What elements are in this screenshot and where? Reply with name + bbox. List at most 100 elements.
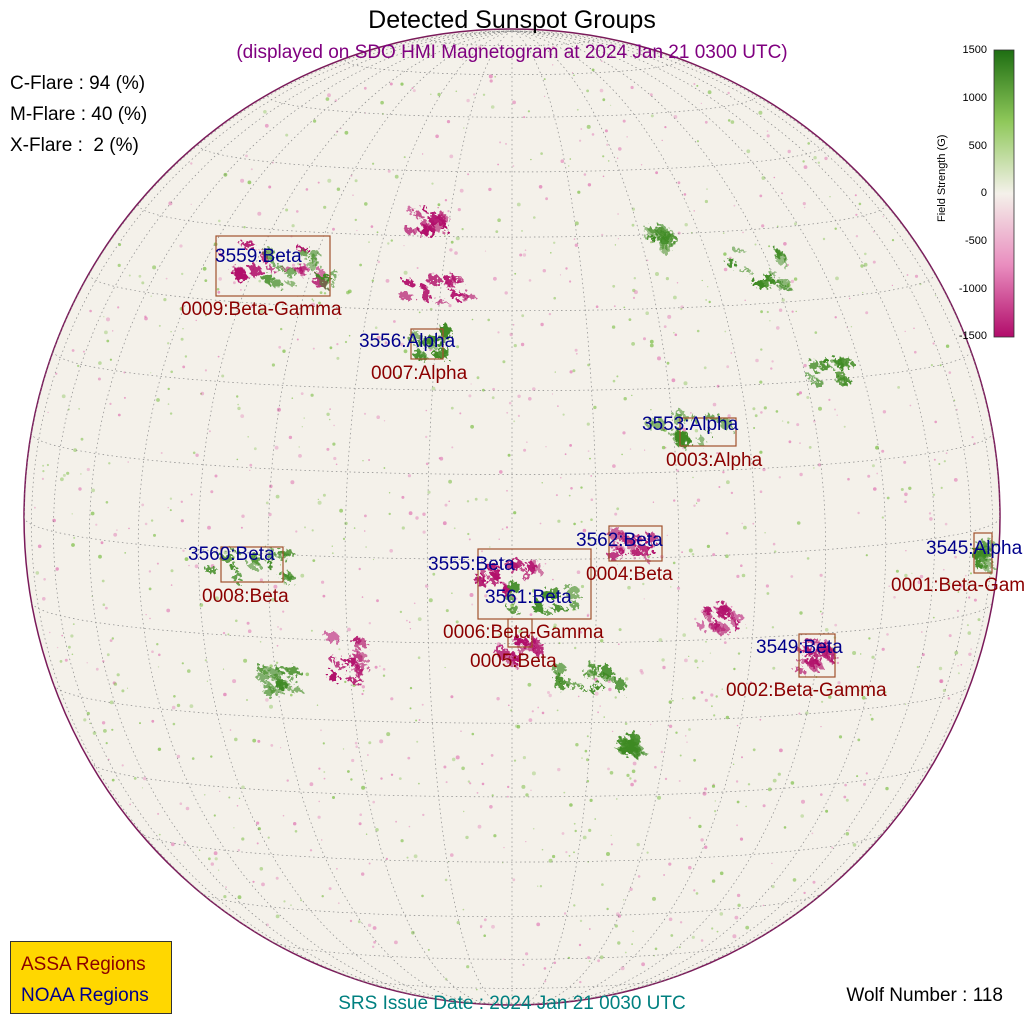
field-speckle	[290, 904, 292, 907]
field-patch	[435, 335, 448, 343]
field-speckle	[700, 939, 704, 942]
field-speckle	[704, 845, 708, 849]
field-speckle	[787, 264, 789, 266]
field-speckle	[698, 824, 702, 829]
field-patch	[229, 564, 237, 570]
field-speckle	[367, 923, 372, 927]
field-speckle	[617, 238, 620, 240]
field-patch	[501, 583, 509, 597]
field-speckle	[480, 926, 482, 929]
field-speckle	[444, 666, 446, 669]
field-speckle	[752, 407, 756, 411]
field-speckle	[101, 579, 105, 583]
field-speckle	[824, 628, 829, 632]
field-speckle	[606, 852, 610, 856]
field-speckle	[763, 406, 767, 410]
field-patch	[565, 681, 580, 687]
field-speckle	[568, 165, 570, 167]
field-speckle	[90, 511, 95, 516]
field-speckle	[444, 878, 448, 882]
field-speckle	[680, 307, 683, 311]
field-speckle	[348, 334, 351, 337]
field-speckle	[68, 645, 71, 649]
field-speckle	[676, 586, 681, 590]
field-speckle	[813, 156, 817, 160]
field-speckle	[466, 98, 470, 103]
field-speckle	[574, 348, 578, 352]
field-speckle	[569, 158, 572, 160]
field-speckle	[470, 383, 472, 385]
field-speckle	[493, 834, 497, 838]
field-speckle	[884, 691, 887, 694]
field-speckle	[788, 440, 792, 444]
field-speckle	[682, 427, 687, 432]
field-speckle	[822, 237, 826, 241]
field-speckle	[185, 806, 190, 811]
field-speckle	[42, 597, 46, 601]
field-speckle	[179, 802, 183, 805]
field-speckle	[317, 500, 322, 505]
field-speckle	[101, 721, 106, 725]
field-speckle	[482, 388, 485, 392]
field-speckle	[819, 573, 823, 577]
field-speckle	[388, 492, 391, 494]
field-speckle	[98, 554, 102, 559]
field-patch	[328, 671, 339, 683]
field-speckle	[357, 920, 361, 924]
field-patch	[806, 374, 816, 380]
field-speckle	[766, 134, 770, 138]
field-patch	[330, 654, 336, 664]
field-speckle	[208, 430, 211, 433]
field-patch	[219, 251, 224, 257]
field-speckle	[790, 279, 795, 284]
field-speckle	[291, 686, 293, 688]
field-speckle	[257, 211, 262, 216]
field-speckle	[684, 658, 688, 663]
field-speckle	[95, 523, 98, 526]
field-speckle	[259, 578, 263, 582]
field-speckle	[103, 316, 105, 318]
field-speckle	[854, 194, 857, 197]
field-speckle	[835, 276, 839, 281]
field-speckle	[385, 279, 390, 283]
field-patch	[590, 687, 595, 694]
field-speckle	[321, 839, 323, 841]
field-speckle	[586, 758, 589, 762]
longitude-line	[511, 30, 993, 951]
field-speckle	[432, 272, 435, 275]
field-speckle	[727, 414, 731, 418]
field-speckle	[929, 517, 933, 521]
field-speckle	[268, 185, 272, 189]
field-speckle	[867, 474, 871, 478]
field-speckle	[368, 741, 372, 745]
field-speckle	[332, 442, 336, 446]
field-speckle	[682, 633, 686, 637]
field-speckle	[189, 704, 194, 708]
field-speckle	[733, 204, 736, 207]
field-speckle	[812, 880, 816, 884]
field-speckle	[361, 785, 366, 790]
field-speckle	[679, 921, 683, 924]
field-speckle	[617, 941, 621, 945]
field-speckle	[323, 777, 326, 780]
field-speckle	[677, 231, 681, 235]
field-speckle	[368, 644, 370, 646]
field-speckle	[762, 804, 766, 808]
field-speckle	[368, 862, 371, 865]
field-speckle	[586, 614, 589, 618]
field-speckle	[531, 771, 536, 776]
field-speckle	[450, 695, 454, 699]
field-patch	[779, 277, 791, 290]
field-speckle	[627, 585, 631, 590]
field-speckle	[522, 756, 527, 760]
field-speckle	[170, 842, 175, 847]
field-speckle	[655, 171, 658, 175]
field-patch	[732, 248, 746, 253]
field-speckle	[679, 754, 682, 757]
field-speckle	[676, 282, 679, 284]
field-speckle	[688, 655, 690, 658]
field-speckle	[269, 704, 273, 709]
field-patch	[565, 585, 580, 599]
field-speckle	[42, 464, 45, 467]
field-speckle	[312, 559, 316, 562]
